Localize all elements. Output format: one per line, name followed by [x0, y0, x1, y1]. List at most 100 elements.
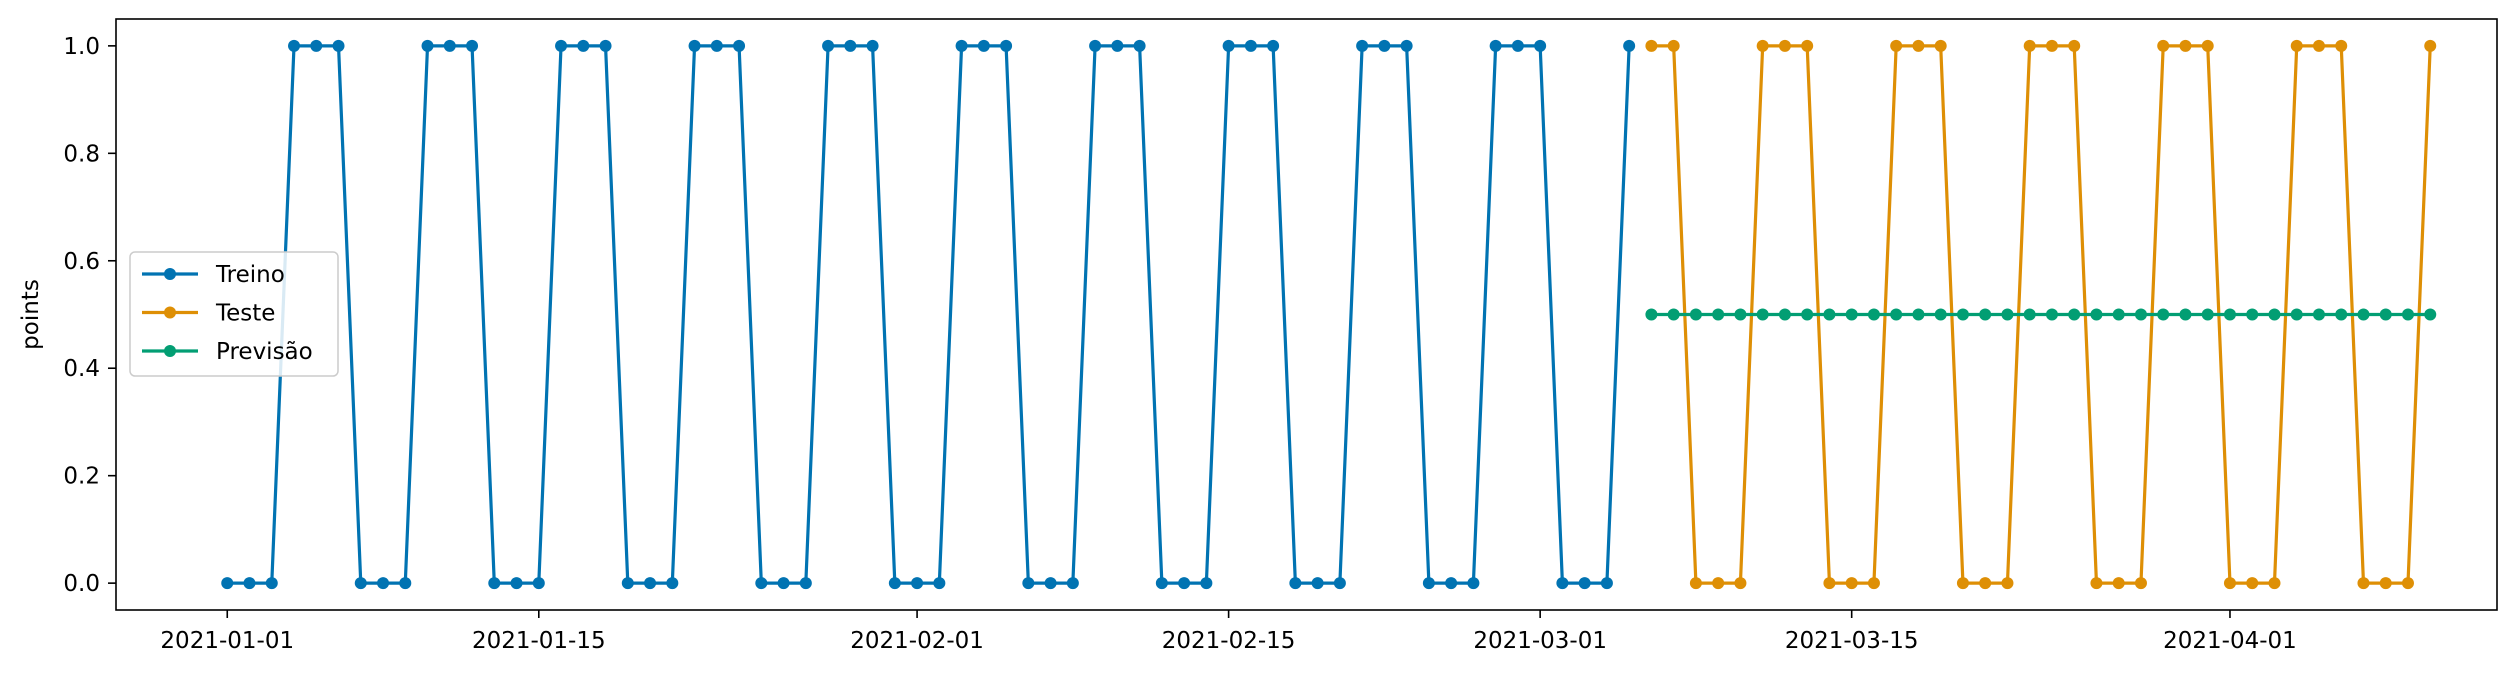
data-point [421, 39, 434, 52]
data-point [2401, 577, 2414, 590]
data-point [888, 577, 901, 590]
data-point [2023, 308, 2036, 321]
data-point [1467, 577, 1480, 590]
data-point [1400, 39, 1413, 52]
legend-swatch-marker [164, 306, 176, 319]
data-point [2357, 308, 2370, 321]
legend-swatch-marker [164, 268, 176, 280]
plot-frame [115, 18, 2498, 611]
data-point [621, 577, 634, 590]
legend-label: Teste [215, 301, 275, 327]
data-point [1956, 308, 1969, 321]
data-point [2379, 577, 2392, 590]
data-point [1044, 577, 1057, 590]
data-point [2268, 577, 2281, 590]
data-point [2112, 308, 2125, 321]
data-point [955, 39, 968, 52]
series-previsão [1645, 308, 2437, 321]
data-point [2357, 577, 2370, 590]
x-tick-label: 2021-03-15 [1785, 628, 1919, 654]
data-point [844, 39, 857, 52]
data-point [1623, 39, 1636, 52]
data-point [1823, 577, 1836, 590]
data-point [555, 39, 568, 52]
data-point [2112, 577, 2125, 590]
data-point [1734, 308, 1747, 321]
data-point [2401, 308, 2414, 321]
x-tick-label: 2021-03-01 [1473, 628, 1607, 654]
data-point [2424, 308, 2437, 321]
data-point [488, 577, 501, 590]
y-tick-label: 0.8 [63, 141, 100, 167]
data-point [577, 39, 590, 52]
data-point [2179, 39, 2192, 52]
series-teste [1645, 39, 2437, 590]
data-point [1801, 308, 1814, 321]
data-point [1756, 39, 1769, 52]
data-point [1845, 308, 1858, 321]
data-point [2090, 577, 2103, 590]
data-point [2290, 39, 2303, 52]
data-point [1979, 577, 1992, 590]
legend-box [129, 251, 339, 377]
data-point [2068, 39, 2081, 52]
data-point [1890, 308, 1903, 321]
data-point [2157, 39, 2170, 52]
data-point [933, 577, 946, 590]
data-point [1556, 577, 1569, 590]
y-axis-label: points [18, 279, 44, 350]
data-point [2045, 308, 2058, 321]
data-point [1979, 308, 1992, 321]
y-tick-label: 0.4 [63, 356, 100, 382]
data-point [1578, 577, 1591, 590]
data-point [532, 577, 545, 590]
data-point [1000, 39, 1013, 52]
data-point [2001, 577, 2014, 590]
data-point [666, 577, 679, 590]
data-point [1712, 308, 1725, 321]
data-point [977, 39, 990, 52]
data-point [911, 577, 924, 590]
data-point [1333, 577, 1346, 590]
data-point [1667, 308, 1680, 321]
data-point [1111, 39, 1124, 52]
data-point [2290, 308, 2303, 321]
data-point [265, 577, 278, 590]
data-point [1934, 308, 1947, 321]
data-point [799, 577, 812, 590]
data-point [1645, 308, 1658, 321]
x-tick-label: 2021-02-15 [1162, 628, 1296, 654]
data-point [2001, 308, 2014, 321]
x-tick-label: 2021-01-01 [160, 628, 294, 654]
series-layer [221, 39, 2437, 590]
data-point [1155, 577, 1168, 590]
data-point [2090, 308, 2103, 321]
data-point [2023, 39, 2036, 52]
data-point [2201, 39, 2214, 52]
data-point [1956, 577, 1969, 590]
data-point [710, 39, 723, 52]
data-point [599, 39, 612, 52]
data-point [2335, 308, 2348, 321]
y-tick-label: 1.0 [63, 34, 100, 60]
legend-item: Previsão [142, 339, 313, 365]
data-point [1445, 577, 1458, 590]
data-point [2134, 308, 2147, 321]
plot-area [115, 18, 2498, 611]
data-point [1689, 308, 1702, 321]
data-point [466, 39, 479, 52]
data-point [1934, 39, 1947, 52]
data-point [1133, 39, 1146, 52]
data-point [332, 39, 345, 52]
data-point [288, 39, 301, 52]
y-tick-label: 0.6 [63, 249, 100, 275]
data-point [1756, 308, 1769, 321]
data-point [2312, 308, 2325, 321]
data-point [1712, 577, 1725, 590]
data-point [243, 577, 256, 590]
data-point [354, 577, 367, 590]
data-point [1489, 39, 1502, 52]
data-point [1734, 577, 1747, 590]
data-point [1667, 39, 1680, 52]
x-tick-label: 2021-04-01 [2163, 628, 2297, 654]
